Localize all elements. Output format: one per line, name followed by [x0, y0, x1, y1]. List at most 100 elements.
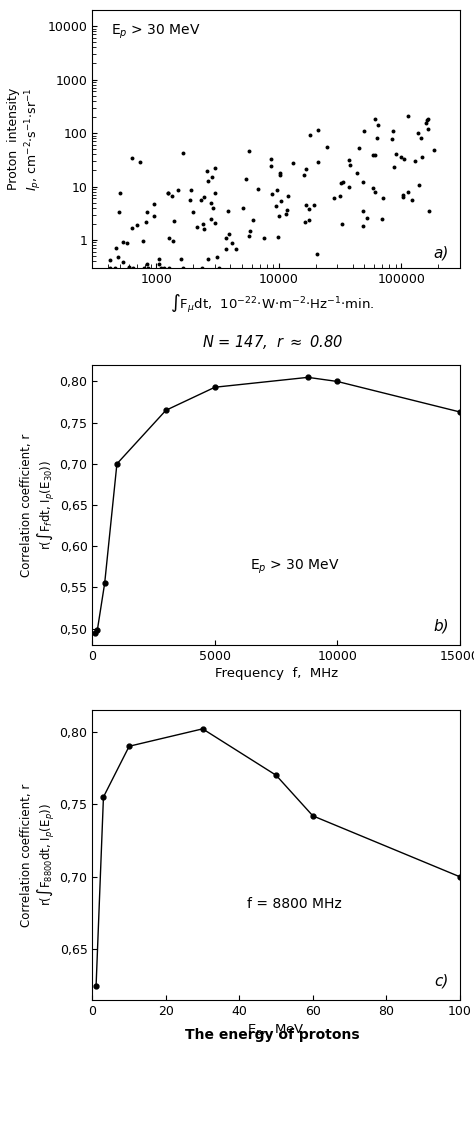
Point [301, 213, 309, 231]
Point [275, 208, 283, 226]
Point [414, 124, 422, 142]
Text: b): b) [433, 619, 449, 633]
Point [302, 160, 310, 178]
Point [208, 168, 215, 186]
Point [356, 139, 363, 157]
Point [388, 130, 396, 148]
Point [300, 166, 307, 184]
Point [129, 259, 137, 277]
Text: a): a) [433, 245, 449, 261]
Point [364, 209, 371, 227]
Point [268, 185, 276, 203]
Point [245, 141, 253, 159]
Point [222, 229, 230, 247]
Point [144, 259, 152, 277]
X-axis label: E$_{p}$,  MeV: E$_{p}$, MeV [247, 1022, 305, 1039]
X-axis label: Frequency  f,  MHz: Frequency f, MHz [215, 667, 337, 680]
Point [273, 182, 280, 200]
Point [411, 152, 419, 170]
Point [277, 192, 285, 210]
Point [170, 231, 177, 250]
Point [179, 145, 187, 163]
Point [144, 202, 151, 220]
Point [242, 170, 249, 189]
Point [305, 200, 312, 218]
Point [359, 217, 367, 235]
Point [128, 149, 136, 167]
Point [389, 122, 397, 140]
Point [418, 148, 426, 166]
Point [425, 202, 433, 220]
Point [207, 210, 215, 228]
Point [374, 130, 381, 148]
Point [277, 164, 284, 182]
Point [200, 189, 208, 207]
Point [205, 172, 212, 190]
Point [201, 220, 208, 238]
Point [314, 152, 322, 170]
Text: $N$ = 147,  $r$ $\approx$ 0.80: $N$ = 147, $r$ $\approx$ 0.80 [202, 333, 343, 351]
Text: E$_{p}$ > 30 MeV: E$_{p}$ > 30 MeV [111, 23, 201, 41]
Point [313, 245, 321, 263]
Point [160, 259, 168, 277]
Point [369, 146, 377, 164]
Point [106, 251, 114, 269]
Point [200, 215, 207, 233]
Point [374, 115, 382, 133]
Point [422, 114, 429, 132]
Point [392, 145, 400, 163]
Point [397, 148, 405, 166]
Point [346, 156, 354, 174]
Point [216, 259, 223, 277]
Point [164, 184, 172, 202]
Point [260, 229, 268, 247]
Point [151, 195, 158, 213]
Point [370, 180, 377, 198]
Point [418, 130, 425, 148]
Point [144, 255, 151, 273]
Point [336, 186, 344, 204]
Point [187, 181, 195, 199]
Point [133, 216, 141, 234]
Point [276, 166, 283, 184]
Point [177, 250, 185, 268]
Point [249, 211, 257, 229]
Point [164, 184, 172, 202]
Y-axis label: Correlation coefficient, r
r($\int$F$_{8800}$dt, I$_{p}$(E$_{p}$)): Correlation coefficient, r r($\int$F$_{8… [20, 784, 57, 927]
Point [119, 233, 127, 251]
Point [125, 259, 133, 277]
Point [379, 190, 387, 208]
Point [274, 228, 282, 246]
Text: f = 8800 MHz: f = 8800 MHz [247, 898, 342, 911]
Point [282, 205, 290, 224]
Point [169, 186, 176, 204]
Point [228, 235, 235, 253]
Point [198, 259, 206, 277]
Point [359, 173, 366, 191]
Point [165, 229, 173, 247]
Point [197, 191, 204, 209]
Point [283, 201, 291, 219]
Text: c): c) [434, 973, 449, 988]
Point [255, 180, 262, 198]
Point [239, 200, 247, 218]
Point [323, 138, 330, 156]
Point [136, 154, 144, 172]
Point [190, 202, 197, 220]
Point [400, 187, 407, 205]
Point [155, 255, 163, 273]
Point [209, 199, 217, 217]
Point [222, 240, 229, 259]
Y-axis label: Correlation coefficient, r
r($\int$F$_{f}$dt, I$_{p}$(E$_{30}$)): Correlation coefficient, r r($\int$F$_{f… [20, 434, 57, 577]
Point [245, 227, 253, 245]
Point [305, 211, 313, 229]
Point [114, 248, 122, 266]
Point [425, 120, 432, 138]
Point [337, 174, 345, 192]
Point [424, 110, 432, 128]
Point [268, 157, 275, 175]
Point [338, 215, 346, 233]
Point [371, 183, 379, 201]
Point [225, 225, 233, 243]
Point [170, 212, 177, 230]
